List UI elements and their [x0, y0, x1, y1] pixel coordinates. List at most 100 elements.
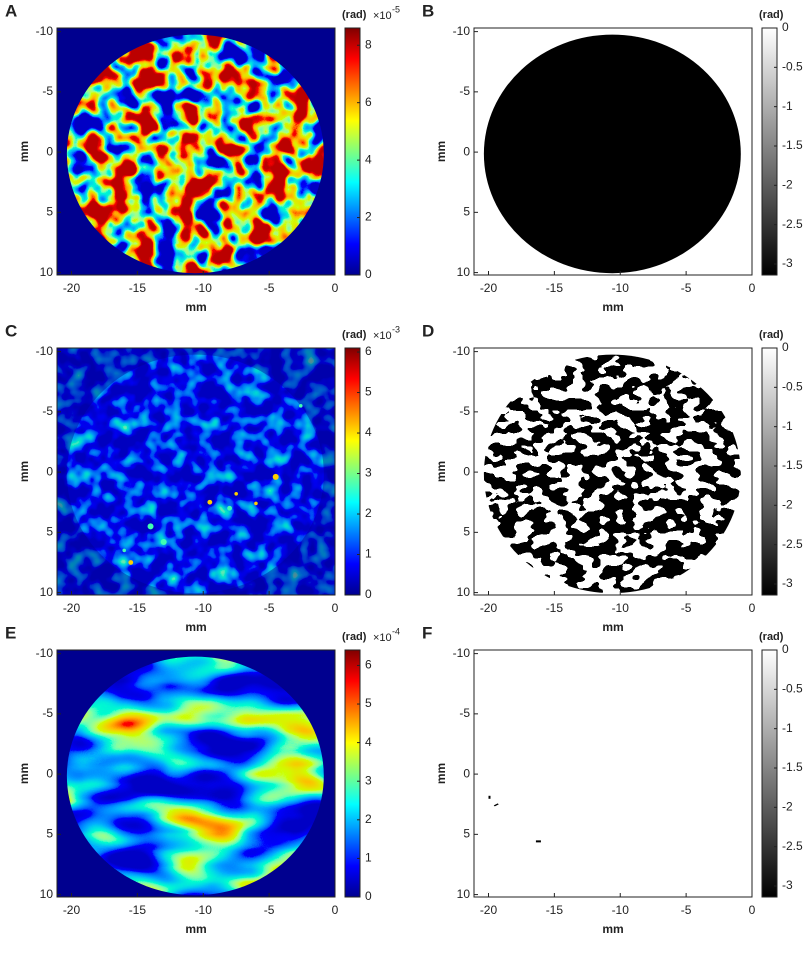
- panel: E -20 -15 -10 -5 0 mm -10 -5 0 5 10 mm 0 1 2 3 4 5 6 (rad) ×1…: [5, 623, 400, 936]
- y-tick-label: -10: [36, 646, 54, 660]
- y-tick-label: -5: [42, 706, 53, 720]
- x-tick-label: -5: [681, 903, 692, 917]
- colorbar-tick-label: 4: [365, 425, 372, 439]
- y-tick-label: -10: [453, 646, 471, 660]
- panel-label: A: [5, 1, 17, 20]
- axes-frame: [473, 347, 753, 596]
- colorbar-tick-label: 4: [365, 735, 372, 749]
- x-tick-label: 0: [749, 903, 756, 917]
- panel-label: F: [422, 623, 432, 642]
- y-tick-label: 0: [463, 766, 470, 780]
- phase-speck: [535, 840, 541, 843]
- colorbar: [344, 27, 361, 276]
- colorbar-tick-label: -2: [782, 497, 793, 511]
- phase-texture: [66, 354, 324, 594]
- y-axis-label: mm: [17, 141, 31, 162]
- x-tick-label: -20: [480, 903, 498, 917]
- y-tick-label: -10: [453, 344, 471, 358]
- x-axis-label: mm: [602, 922, 623, 936]
- colorbar-tick-label: 1: [365, 547, 372, 561]
- colorbar: [344, 347, 361, 596]
- colorbar: [344, 649, 361, 898]
- colorbar-tick-label: 3: [365, 466, 372, 480]
- y-tick-label: 10: [40, 585, 54, 599]
- panel-label: E: [5, 623, 16, 642]
- y-axis-label: mm: [17, 763, 31, 784]
- panel-label: C: [5, 321, 17, 340]
- y-tick-label: -10: [36, 344, 54, 358]
- x-tick-label: -10: [195, 601, 213, 615]
- hot-spot: [207, 499, 213, 505]
- x-tick-label: -15: [129, 281, 147, 295]
- colorbar-label: (rad): [759, 9, 784, 21]
- x-tick-label: -5: [264, 601, 275, 615]
- y-tick-label: -5: [459, 706, 470, 720]
- panel-label: D: [422, 321, 434, 340]
- y-tick-label: 0: [46, 464, 53, 478]
- y-tick-label: 0: [46, 144, 53, 158]
- panel: C -20 -15 -10 -5 0 mm -10 -5 0 5 10 mm 0 1 2 3 4 5 6 (rad) ×1…: [5, 321, 400, 634]
- x-tick-label: -5: [264, 281, 275, 295]
- hot-spot: [234, 491, 238, 496]
- colorbar-scale: ×10: [373, 330, 392, 342]
- x-axis-label: mm: [185, 300, 206, 314]
- colorbar-tick-label: -0.5: [782, 380, 803, 394]
- hot-spot: [254, 501, 258, 506]
- hot-spot: [298, 404, 303, 408]
- y-tick-label: 5: [46, 827, 53, 841]
- colorbar-label: (rad): [759, 631, 784, 643]
- colorbar-exponent: -5: [392, 4, 400, 14]
- x-tick-label: -20: [63, 601, 81, 615]
- x-tick-label: -10: [195, 903, 213, 917]
- phase-texture: [66, 656, 324, 896]
- x-axis-label: mm: [185, 620, 206, 634]
- axes-frame: [56, 649, 336, 898]
- x-tick-label: -10: [612, 281, 630, 295]
- colorbar-tick-label: -1: [782, 721, 793, 735]
- colorbar-tick-label: 2: [365, 812, 372, 826]
- x-tick-label: -20: [63, 281, 81, 295]
- x-tick-label: -15: [546, 903, 564, 917]
- y-tick-label: 10: [457, 585, 471, 599]
- colorbar-tick-label: -0.5: [782, 682, 803, 696]
- colorbar-tick-label: 6: [365, 95, 372, 109]
- colorbar-tick-label: 6: [365, 658, 372, 672]
- x-axis-label: mm: [185, 922, 206, 936]
- colorbar-tick-label: -1: [782, 419, 793, 433]
- x-tick-label: 0: [332, 903, 339, 917]
- colorbar-tick-label: -2: [782, 799, 793, 813]
- colorbar-tick-label: -2.5: [782, 839, 803, 853]
- colorbar-tick-label: -2: [782, 177, 793, 191]
- colorbar-tick-label: 5: [365, 385, 372, 399]
- x-tick-label: -5: [264, 903, 275, 917]
- panel-label: B: [422, 1, 434, 20]
- hot-spot: [147, 523, 154, 530]
- colorbar-label: (rad): [342, 9, 367, 21]
- y-tick-label: 10: [40, 265, 54, 279]
- colorbar: [761, 649, 778, 898]
- y-tick-label: 5: [46, 205, 53, 219]
- y-tick-label: 10: [457, 887, 471, 901]
- phase-speck: [488, 795, 491, 799]
- y-axis-label: mm: [434, 763, 448, 784]
- colorbar-tick-label: 6: [365, 344, 372, 358]
- axes-frame: [473, 27, 753, 276]
- colorbar-tick-label: 0: [782, 642, 789, 656]
- y-tick-label: 5: [463, 205, 470, 219]
- y-tick-label: -10: [453, 24, 471, 38]
- y-axis-label: mm: [434, 461, 448, 482]
- x-tick-label: -20: [480, 601, 498, 615]
- y-tick-label: 0: [463, 464, 470, 478]
- colorbar-tick-label: 2: [365, 210, 372, 224]
- colorbar-tick-label: -1.5: [782, 458, 803, 472]
- colorbar: [761, 347, 778, 596]
- hot-spot: [128, 560, 134, 565]
- colorbar-tick-label: -1.5: [782, 760, 803, 774]
- plot-background: [474, 650, 752, 897]
- colorbar-tick-label: 2: [365, 506, 372, 520]
- phase-texture: [66, 34, 324, 274]
- y-tick-label: 5: [46, 525, 53, 539]
- panel: D -20 -15 -10 -5 0 mm -10 -5 0 5 10 mm 0 -0.5 -1 -1.5 -2 -…: [422, 321, 803, 634]
- x-tick-label: -15: [129, 903, 147, 917]
